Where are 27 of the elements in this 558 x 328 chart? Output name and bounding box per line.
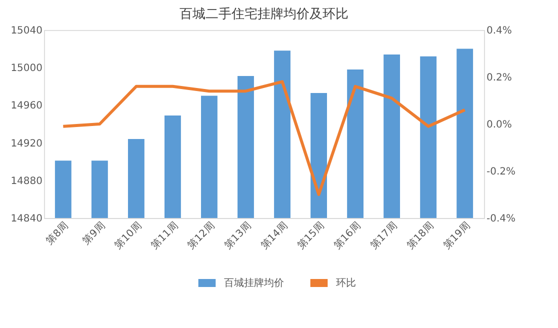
- y2-tick-label: -0.4%: [486, 214, 516, 224]
- x-tick-label: 第14周: [258, 220, 290, 252]
- x-tick-label: 第19周: [440, 220, 473, 252]
- y-tick-label: 14920: [10, 138, 42, 150]
- y-tick-label: 15000: [10, 63, 42, 74]
- y-tick-label: 14960: [10, 100, 42, 112]
- x-tick-label: 第10周: [112, 220, 144, 252]
- legend-label: 环比: [336, 277, 356, 289]
- x-tick-label: 第13周: [222, 220, 254, 252]
- x-tick-label: 第8周: [44, 220, 71, 247]
- y-tick-label: 14840: [10, 214, 42, 224]
- chart-title: 百城二手住宅挂牌均价及环比: [180, 6, 348, 22]
- x-tick-label: 第16周: [331, 220, 364, 252]
- y-tick-label: 14880: [10, 176, 42, 187]
- y2-tick-label: 0.0%: [486, 120, 512, 130]
- x-tick-label: 第17周: [368, 220, 400, 252]
- x-tick-label: 第11周: [148, 220, 180, 252]
- x-tick-label: 第12周: [185, 220, 218, 252]
- x-tick-label: 第18周: [404, 220, 436, 252]
- x-tick-label: 第9周: [80, 220, 108, 247]
- y2-tick-label: 0.2%: [486, 72, 512, 84]
- y-tick-label: 15040: [10, 26, 42, 36]
- legend-label: 百城挂牌均价: [224, 277, 284, 289]
- y2-tick-label: 0.4%: [486, 26, 512, 36]
- x-tick-label: 第15周: [294, 220, 327, 252]
- line-series: [62, 80, 466, 196]
- y2-tick-label: -0.2%: [486, 166, 516, 178]
